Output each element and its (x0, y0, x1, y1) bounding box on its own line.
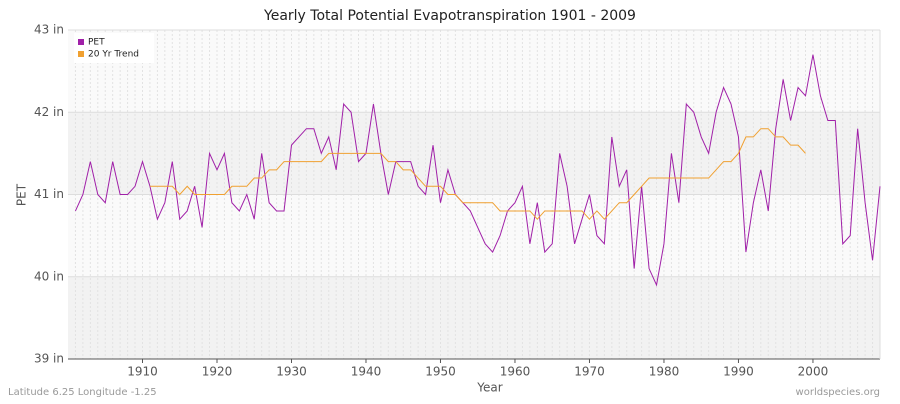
footer-left: Latitude 6.25 Longitude -1.25 (8, 387, 157, 398)
legend-swatch (78, 51, 84, 57)
x-tick-label: 1960 (500, 365, 531, 379)
x-tick-label: 1940 (351, 365, 382, 379)
legend-label: PET (88, 38, 105, 48)
y-tick-label: 43 in (34, 23, 64, 37)
chart-title: Yearly Total Potential Evapotranspiratio… (263, 8, 636, 24)
y-axis-label: PET (15, 183, 29, 206)
x-tick-label: 1990 (723, 365, 754, 379)
series-line (74, 54, 881, 287)
plot-band (68, 30, 880, 113)
y-tick-label: 41 in (34, 187, 64, 201)
x-tick-label: 1980 (649, 365, 680, 379)
x-tick-label: 1970 (574, 365, 605, 379)
x-axis-label: Year (476, 381, 502, 395)
y-tick-label: 39 in (34, 352, 64, 366)
plot-band (68, 276, 880, 359)
x-tick-label: 1950 (425, 365, 456, 379)
series-line (149, 128, 806, 220)
legend-label: 20 Yr Trend (88, 50, 139, 60)
x-tick-label: 1930 (276, 365, 307, 379)
plot-band (68, 112, 880, 195)
x-tick-label: 2000 (798, 365, 829, 379)
plot-band (68, 194, 880, 277)
legend-box (74, 33, 154, 63)
x-tick-label: 1910 (127, 365, 158, 379)
y-tick-label: 42 in (34, 105, 64, 119)
y-tick-label: 40 in (34, 269, 64, 283)
x-tick-label: 1920 (202, 365, 233, 379)
legend-swatch (78, 39, 84, 45)
footer-right: worldspecies.org (796, 387, 880, 398)
